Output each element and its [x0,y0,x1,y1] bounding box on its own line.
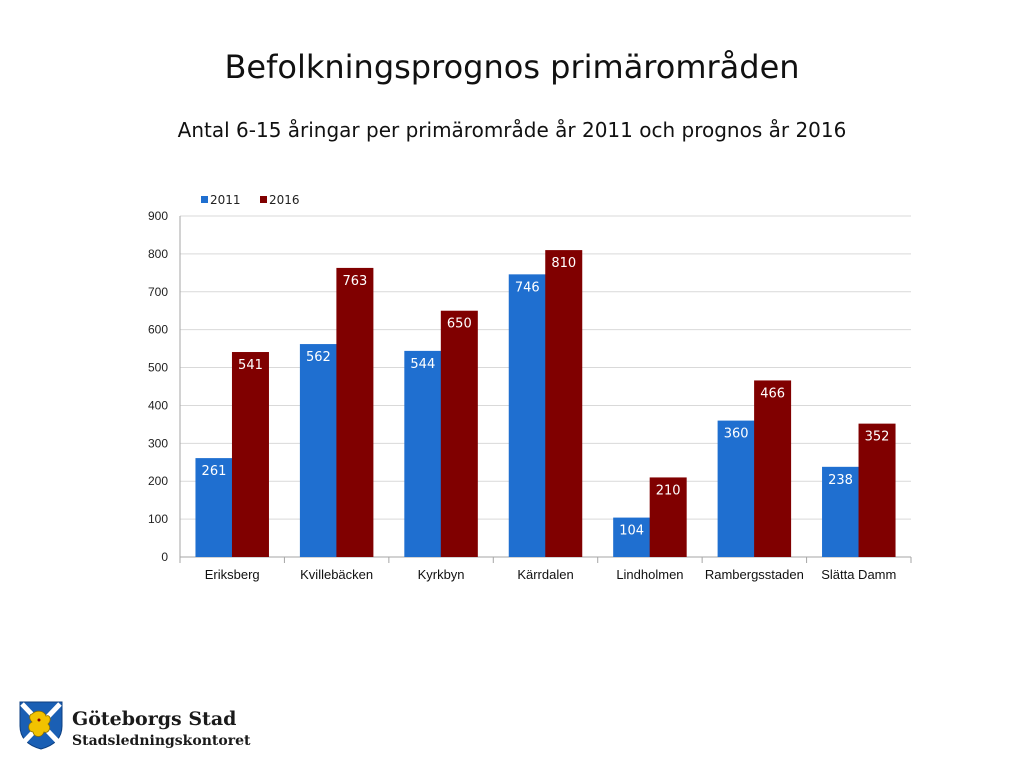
legend-label: 2011 [210,193,241,207]
y-tick-label: 100 [148,512,168,526]
data-label: 763 [342,274,367,289]
x-tick-label: Kyrkbyn [418,567,465,582]
bar-2011 [822,466,860,557]
bar-2016 [858,423,896,557]
x-tick-label: Lindholmen [616,567,683,582]
data-label: 810 [551,256,576,271]
data-label: 261 [202,464,227,479]
bar-2011 [613,517,651,557]
data-label: 562 [306,350,331,365]
y-tick-label: 500 [148,361,168,375]
bar-2016 [336,267,374,557]
data-label: 352 [865,430,890,445]
y-tick-label: 0 [161,550,168,564]
bar-2011 [299,344,337,557]
y-tick-label: 300 [148,436,168,450]
goteborg-coat-of-arms-icon [19,701,63,750]
data-label: 466 [760,386,785,401]
y-tick-label: 800 [148,247,168,261]
data-label: 104 [619,524,644,539]
bar-2016 [649,477,687,557]
bar-2011 [404,350,442,557]
data-label: 238 [828,473,853,488]
org-name: Göteborgs Stad [72,708,237,730]
y-tick-label: 600 [148,323,168,337]
x-tick-label: Kärrdalen [517,567,573,582]
data-label: 210 [656,483,681,498]
department-name: Stadsledningskontoret [72,733,251,749]
x-tick-label: Slätta Damm [821,567,896,582]
y-tick-label: 900 [148,209,168,223]
y-tick-label: 200 [148,474,168,488]
bar-2016 [231,352,269,557]
y-tick-label: 400 [148,398,168,412]
bar-2016 [545,250,583,557]
bar-2016 [440,310,478,557]
bar-2011 [195,458,233,557]
data-label: 746 [515,280,540,295]
y-tick-label: 700 [148,285,168,299]
legend-swatch [201,196,208,203]
legend-label: 2016 [269,193,300,207]
bar-2011 [717,420,755,557]
data-label: 544 [410,357,435,372]
slide-subtitle: Antal 6-15 åringar per primärområde år 2… [177,118,847,142]
data-label: 541 [238,358,263,373]
bar-2011 [508,274,546,557]
legend-swatch [260,196,267,203]
data-label: 650 [447,317,472,332]
x-tick-label: Kvillebäcken [300,567,373,582]
data-label: 360 [724,427,749,442]
slide-title: Befolkningsprognos primärområden [224,48,800,86]
x-tick-label: Eriksberg [205,567,260,582]
bar-2016 [754,380,792,557]
x-tick-label: Rambergsstaden [705,567,804,582]
